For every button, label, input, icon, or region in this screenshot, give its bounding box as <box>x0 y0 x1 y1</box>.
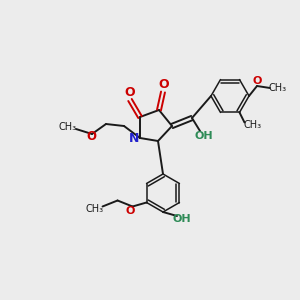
Text: CH₃: CH₃ <box>59 122 77 132</box>
Text: CH₃: CH₃ <box>243 121 262 130</box>
Text: O: O <box>159 79 169 92</box>
Text: OH: OH <box>173 214 191 224</box>
Text: O: O <box>86 130 96 142</box>
Text: CH₃: CH₃ <box>85 203 103 214</box>
Text: O: O <box>125 86 135 100</box>
Text: O: O <box>252 76 262 86</box>
Text: N: N <box>129 131 139 145</box>
Text: O: O <box>126 206 135 215</box>
Text: CH₃: CH₃ <box>269 83 287 93</box>
Text: OH: OH <box>195 131 213 141</box>
